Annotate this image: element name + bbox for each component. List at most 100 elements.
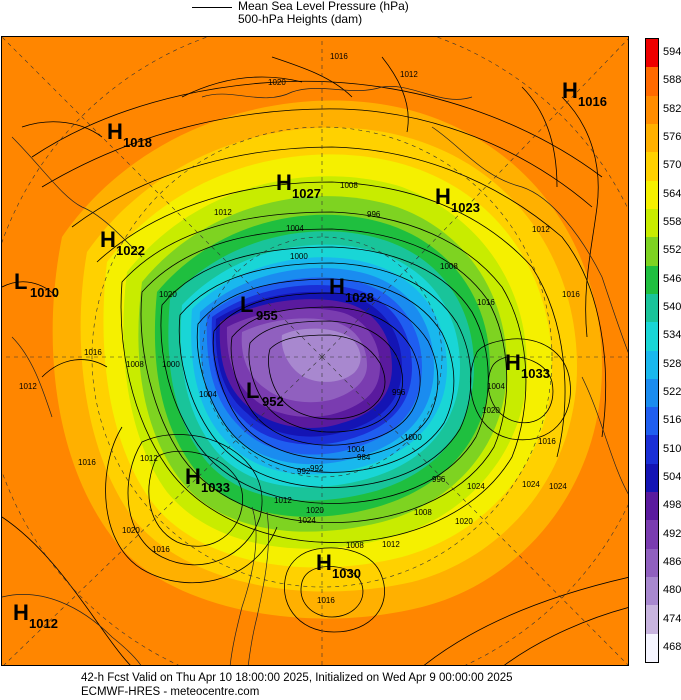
colorbar-label-486: 486 <box>663 555 681 568</box>
isobar-label: 1008 <box>340 181 358 190</box>
colorbar <box>645 38 659 663</box>
pressure-center-value: 1022 <box>116 243 145 258</box>
pressure-center-value: 952 <box>262 394 284 409</box>
coastline <box>201 85 473 100</box>
colorbar-swatch-576 <box>646 123 658 153</box>
colorbar-swatch-534 <box>646 322 658 351</box>
isobar-label: 1004 <box>286 224 304 233</box>
isobar-label: 996 <box>432 475 446 484</box>
isobar-label: 1020 <box>455 517 473 526</box>
colorbar-swatch-564 <box>646 180 658 210</box>
colorbar-swatch-570 <box>646 152 658 182</box>
isobar-label: 1020 <box>482 406 500 415</box>
coastline <box>11 136 143 258</box>
colorbar-swatch-552 <box>646 237 658 267</box>
colorbar-swatch-474 <box>646 605 658 635</box>
coastlines <box>2 85 628 665</box>
colorbar-label-564: 564 <box>663 187 681 200</box>
colorbar-label-516: 516 <box>663 414 681 427</box>
colorbar-label-552: 552 <box>663 244 681 257</box>
colorbar-swatch-522 <box>646 378 658 408</box>
pressure-center-value: 1012 <box>29 616 58 631</box>
colorbar-label-522: 522 <box>663 385 681 398</box>
meridian-line <box>2 37 323 358</box>
isobar <box>160 246 489 504</box>
height-fill-480 <box>281 328 361 382</box>
pressure-center-high-letter: H <box>276 170 292 195</box>
isobar-label: 1020 <box>268 78 286 87</box>
pressure-center-low-letter: L <box>14 269 27 294</box>
colorbar-swatch-546 <box>646 265 658 295</box>
colorbar-label-468: 468 <box>663 640 681 653</box>
pressure-center-high-letter: H <box>435 184 451 209</box>
coastline <box>229 506 257 665</box>
isobar-label: 1004 <box>487 382 505 391</box>
pressure-center-low-letter: L <box>240 292 253 317</box>
colorbar-swatch-504 <box>646 463 658 493</box>
isobar <box>21 121 103 138</box>
isobar <box>521 86 558 188</box>
isobar-label: 1016 <box>477 298 495 307</box>
isobar-label: 1024 <box>467 482 485 491</box>
colorbar-swatch-510 <box>646 435 658 465</box>
isobar <box>181 76 303 98</box>
coastline <box>581 376 628 495</box>
isobar-label: 1008 <box>414 508 432 517</box>
isobar-label: 1024 <box>298 516 316 525</box>
colorbar-swatch-594 <box>646 39 658 68</box>
colorbar-swatch-486 <box>646 548 658 578</box>
colorbar-swatch-498 <box>646 492 658 521</box>
isobar <box>212 292 439 460</box>
isobar-label: 1020 <box>122 526 140 535</box>
isobar-label: 1008 <box>346 541 364 550</box>
chart-legend: Mean Sea Level Pressure (hPa) 500-hPa He… <box>192 0 492 30</box>
pressure-center-high-letter: H <box>100 227 116 252</box>
isobar <box>381 56 409 133</box>
colorbar-label-474: 474 <box>663 612 681 625</box>
colorbar-swatch-492 <box>646 520 658 550</box>
pressure-center-value: 1023 <box>451 200 480 215</box>
latitude-lines <box>2 37 628 665</box>
isobar <box>2 516 131 665</box>
coastline <box>2 594 142 665</box>
coastline <box>431 126 628 353</box>
colorbar-label-540: 540 <box>663 301 681 314</box>
colorbar-label-546: 546 <box>663 272 681 285</box>
isobar <box>120 211 527 543</box>
isobar <box>148 450 244 547</box>
colorbar-swatch-516 <box>646 407 658 436</box>
colorbar-swatch-528 <box>646 350 658 380</box>
isobar-label: 1016 <box>84 348 102 357</box>
colorbar-label-582: 582 <box>663 102 681 115</box>
isobar <box>127 434 263 566</box>
isobar <box>41 359 108 378</box>
isobar-label: 1008 <box>126 360 144 369</box>
pressure-center-value: 1010 <box>30 285 59 300</box>
isobar-label: 1020 <box>159 290 177 299</box>
isobar-label: 1024 <box>549 482 567 491</box>
pressure-center-low-letter: L <box>246 378 259 403</box>
pressure-center-value: 955 <box>256 308 278 323</box>
isobar <box>284 547 385 633</box>
isobar-label: 996 <box>392 388 406 397</box>
pressure-center-value: 1016 <box>578 94 607 109</box>
pressure-center-high-letter: H <box>13 600 29 625</box>
forecast-valid-text: 42-h Fcst Valid on Thu Apr 10 18:00:00 2… <box>81 672 513 684</box>
coastline <box>247 511 269 665</box>
isobar-label: 1000 <box>404 433 422 442</box>
isobar <box>561 96 599 338</box>
meridian-line <box>3 356 323 665</box>
isobar <box>504 607 628 665</box>
isobar <box>178 262 472 488</box>
isobar-label: 1008 <box>440 262 458 271</box>
pressure-center-high-letter: H <box>185 464 201 489</box>
pressure-center-value: 1030 <box>332 566 361 581</box>
colorbar-swatch-558 <box>646 208 658 238</box>
isobar <box>470 338 571 441</box>
meridian-line <box>321 356 628 665</box>
model-source-text: ECMWF-HRES - meteocentre.com <box>81 686 260 698</box>
isobar <box>248 320 404 433</box>
pressure-center-high-letter: H <box>329 274 345 299</box>
pressure-center-high-letter: H <box>562 78 578 103</box>
